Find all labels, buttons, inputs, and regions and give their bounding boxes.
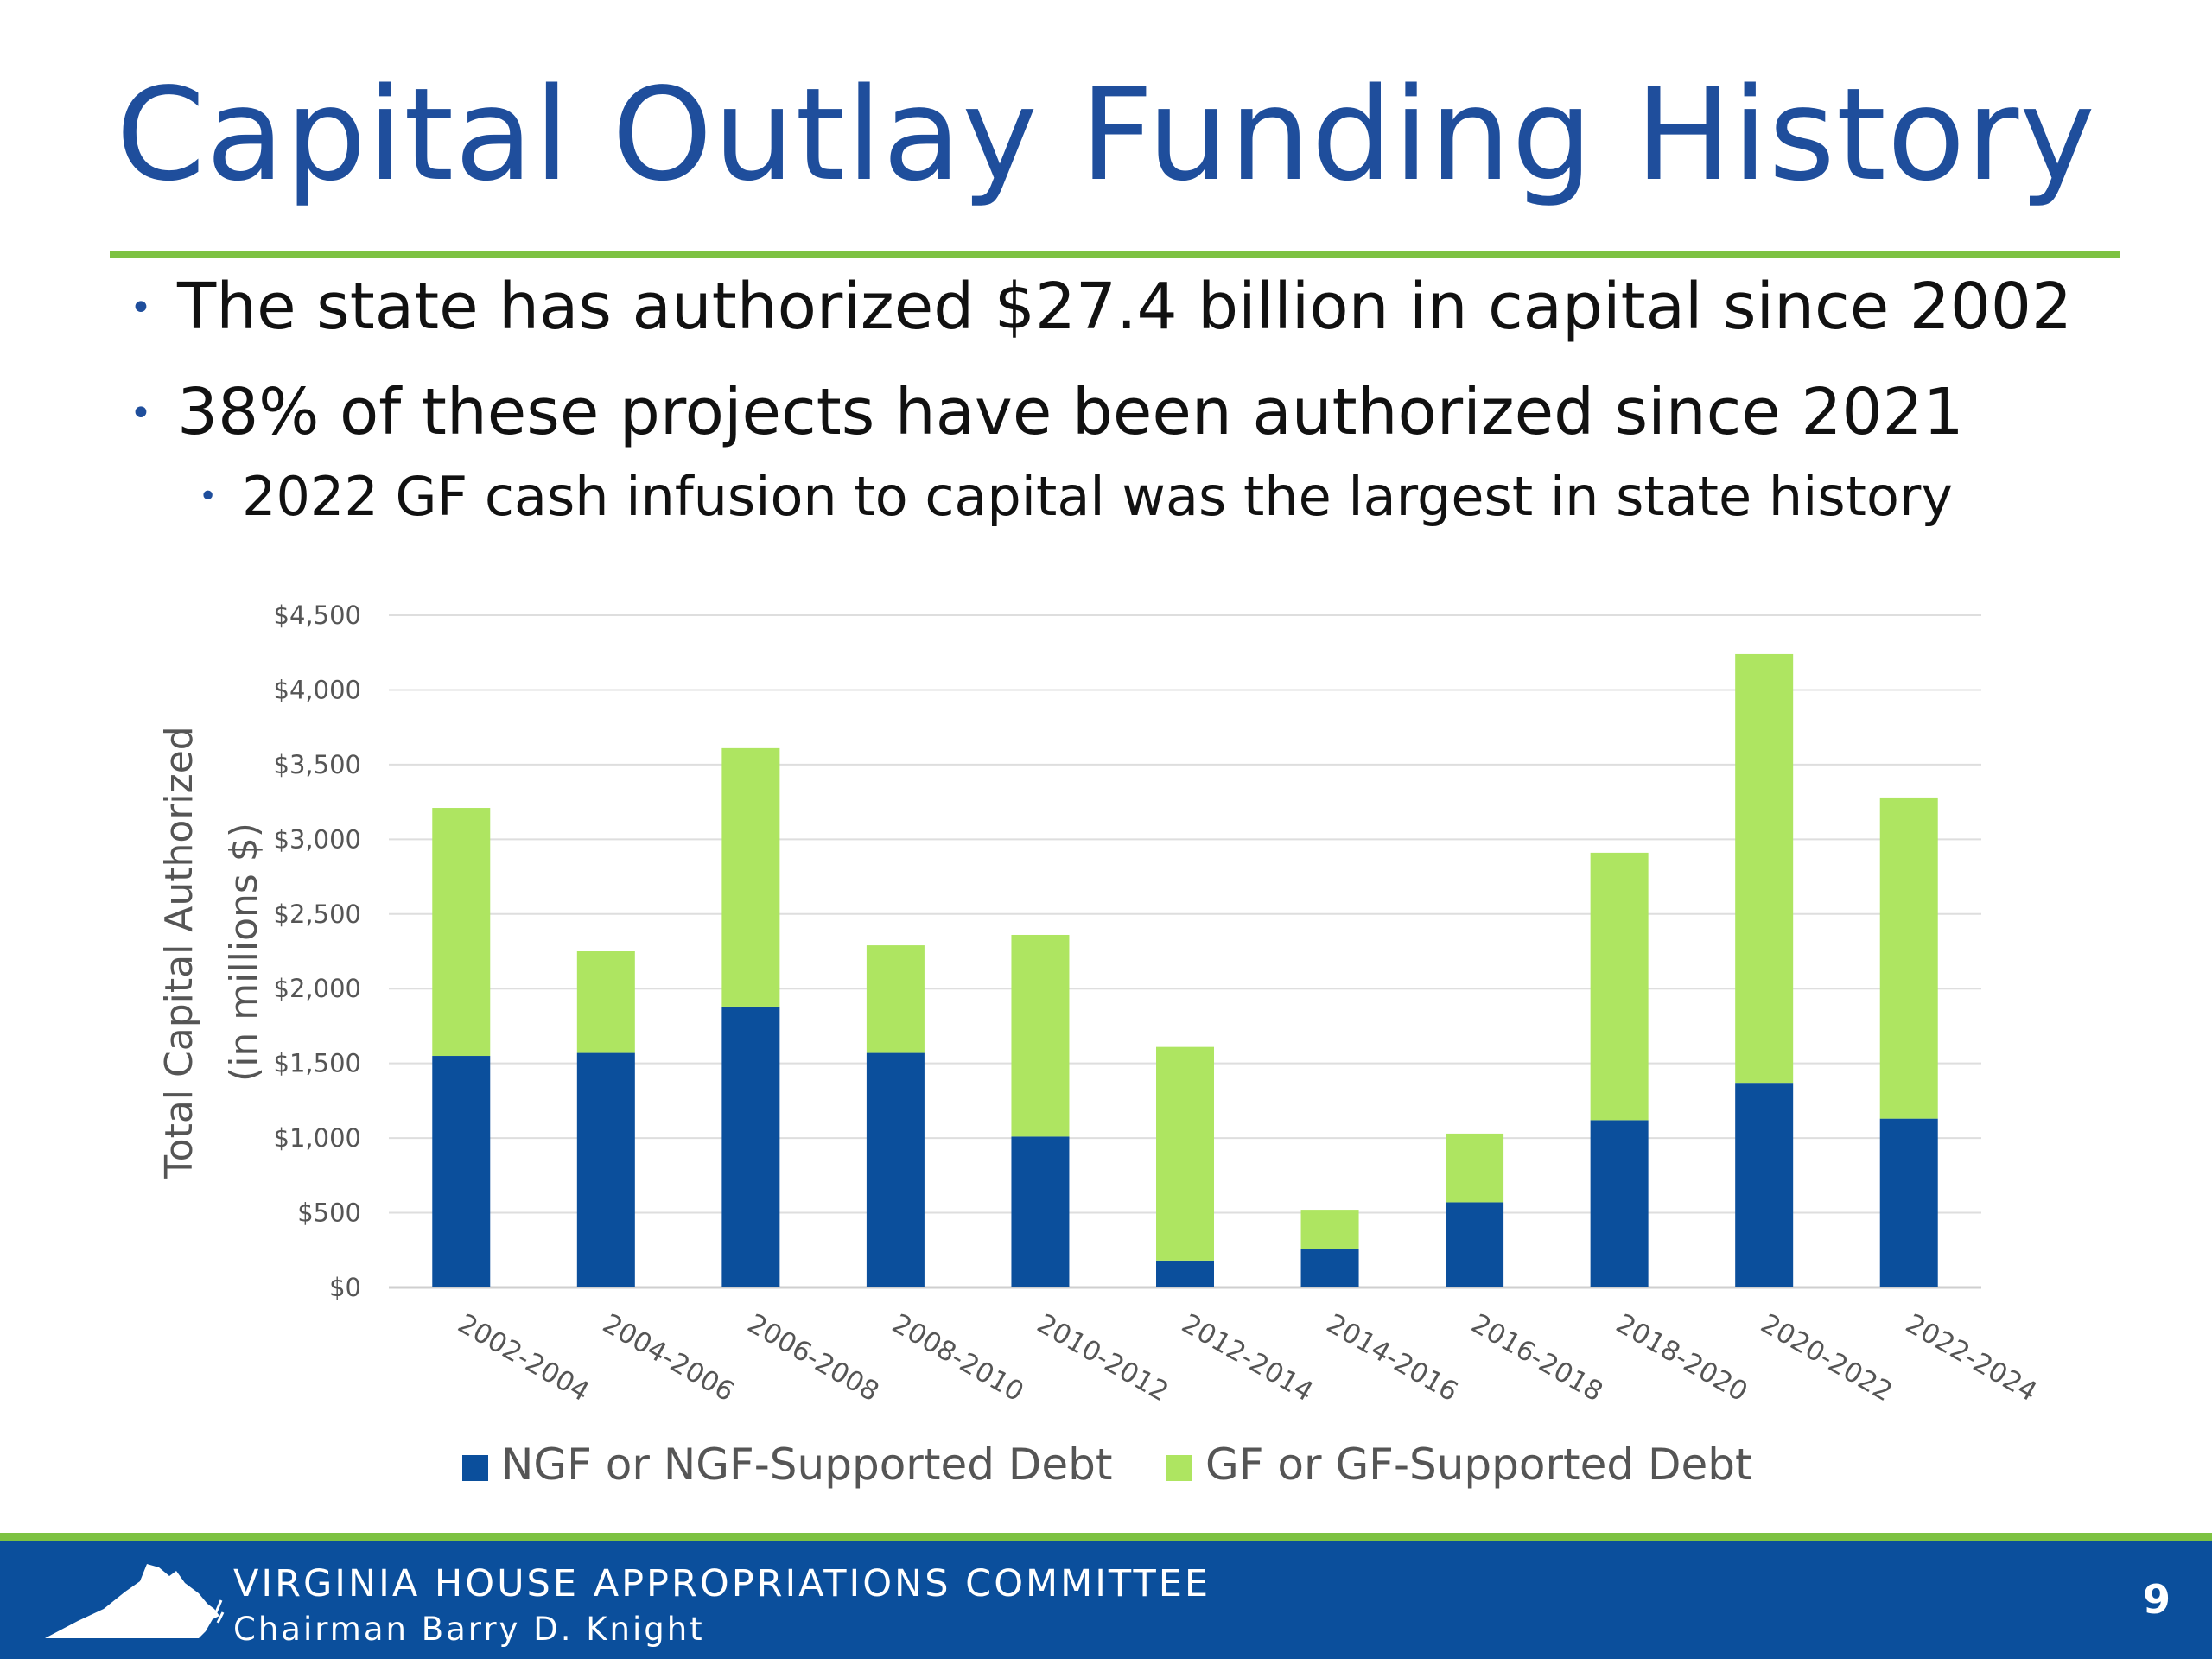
- virginia-state-outline-icon: [45, 1564, 225, 1638]
- bullet-text: The state has authorized $27.4 billion i…: [177, 270, 2073, 344]
- x-tick-label: 2022-2024: [1900, 1308, 2042, 1408]
- committee-name: VIRGINIA HOUSE APPROPRIATIONS COMMITTEE: [233, 1562, 1211, 1605]
- capital-funding-chart: $0 $500 $1,000 $1,500 $2,000 $2,500 $3,000 $3,5…: [157, 601, 2043, 1490]
- y-tick-label: $4,500: [274, 601, 361, 630]
- footer-bar: VIRGINIA HOUSE APPROPRIATIONS COMMITTEE …: [0, 1541, 2212, 1659]
- y-tick-label: $500: [297, 1198, 361, 1228]
- legend-label: GF or GF-Supported Debt: [1205, 1440, 1752, 1490]
- bar-segment: [1879, 797, 1938, 1119]
- bar-segment: [432, 808, 491, 1057]
- bar-segment: [1590, 1120, 1649, 1287]
- x-tick-label: 2014-2016: [1321, 1308, 1463, 1408]
- bullet-marker: •: [130, 391, 152, 435]
- x-tick-label: 2004-2006: [597, 1308, 739, 1408]
- legend-swatch: [1166, 1455, 1192, 1481]
- bar-segment: [721, 1006, 780, 1287]
- y-axis-label: Total Capital Authorized (in millions $): [157, 726, 266, 1179]
- bullet-item: • The state has authorized $27.4 billion…: [130, 264, 2177, 350]
- bar-segment: [1879, 1118, 1938, 1287]
- bar-segment: [1011, 934, 1070, 1137]
- y-tick-label: $4,000: [274, 675, 361, 704]
- y-tick-label: $1,000: [274, 1123, 361, 1153]
- x-axis-ticks: 2002-2004 2004-2006 2006-2008 2008-2010 2010…: [453, 1308, 2043, 1408]
- y-axis-ticks: $0 $500 $1,000 $1,500 $2,000 $2,500 $3,000 $3,5…: [274, 601, 361, 1302]
- y-tick-label: $2,500: [274, 899, 361, 929]
- x-tick-label: 2016-2018: [1466, 1308, 1608, 1408]
- sub-bullet-item: • 2022 GF cash infusion to capital was t…: [130, 462, 2177, 531]
- slide-title: Capital Outlay Funding History: [116, 60, 2096, 209]
- bar-segment: [1300, 1210, 1359, 1249]
- bar-segment: [432, 1056, 491, 1287]
- x-tick-label: 2008-2010: [887, 1308, 1028, 1408]
- chart-legend: NGF or NGF-Supported Debt GF or GF-Suppor…: [462, 1440, 1752, 1490]
- bar-segment: [1156, 1260, 1214, 1287]
- page-number: 9: [2142, 1576, 2171, 1623]
- footer-divider: [0, 1533, 2212, 1541]
- x-tick-label: 2018-2020: [1611, 1308, 1752, 1408]
- bullet-text: 38% of these projects have been authoriz…: [177, 375, 1964, 449]
- bullet-item: • 38% of these projects have been author…: [130, 369, 2177, 455]
- title-divider: [110, 251, 2120, 258]
- x-tick-label: 2010-2012: [1032, 1308, 1173, 1408]
- y-tick-label: $2,000: [274, 974, 361, 1003]
- bullet-list: • The state has authorized $27.4 billion…: [130, 264, 2177, 531]
- bar-segment: [576, 951, 635, 1053]
- legend-swatch: [462, 1455, 488, 1481]
- x-tick-label: 2012-2014: [1177, 1308, 1319, 1408]
- bar-segment: [1446, 1202, 1504, 1287]
- sub-bullet-text: 2022 GF cash infusion to capital was the…: [242, 465, 1954, 528]
- y-axis-title: Total Capital Authorized: [157, 726, 201, 1179]
- chairman-name: Chairman Barry D. Knight: [233, 1611, 705, 1648]
- bar-segment: [1156, 1046, 1214, 1261]
- y-tick-label: $3,000: [274, 824, 361, 854]
- x-tick-label: 2002-2004: [453, 1308, 594, 1408]
- legend-label: NGF or NGF-Supported Debt: [501, 1440, 1112, 1490]
- y-tick-label: $3,500: [274, 750, 361, 779]
- y-tick-label: $0: [329, 1273, 361, 1302]
- y-axis-units: (in millions $): [222, 823, 266, 1082]
- bar-segment: [721, 747, 780, 1007]
- bar-segment: [1011, 1136, 1070, 1287]
- bar-segment: [866, 1052, 925, 1287]
- bar-segment: [1300, 1249, 1359, 1287]
- bar-segment: [576, 1052, 635, 1287]
- bar-segment: [1446, 1133, 1504, 1203]
- bullet-marker: •: [199, 479, 218, 514]
- x-tick-label: 2020-2022: [1756, 1308, 1897, 1408]
- bar-segment: [1590, 852, 1649, 1121]
- bars: [432, 653, 1938, 1287]
- x-tick-label: 2006-2008: [742, 1308, 884, 1408]
- bullet-marker: •: [130, 286, 152, 330]
- gridlines: [389, 614, 1981, 1289]
- bar-segment: [1735, 1083, 1794, 1287]
- bar-segment: [866, 945, 925, 1053]
- bar-segment: [1735, 653, 1794, 1084]
- y-tick-label: $1,500: [274, 1049, 361, 1078]
